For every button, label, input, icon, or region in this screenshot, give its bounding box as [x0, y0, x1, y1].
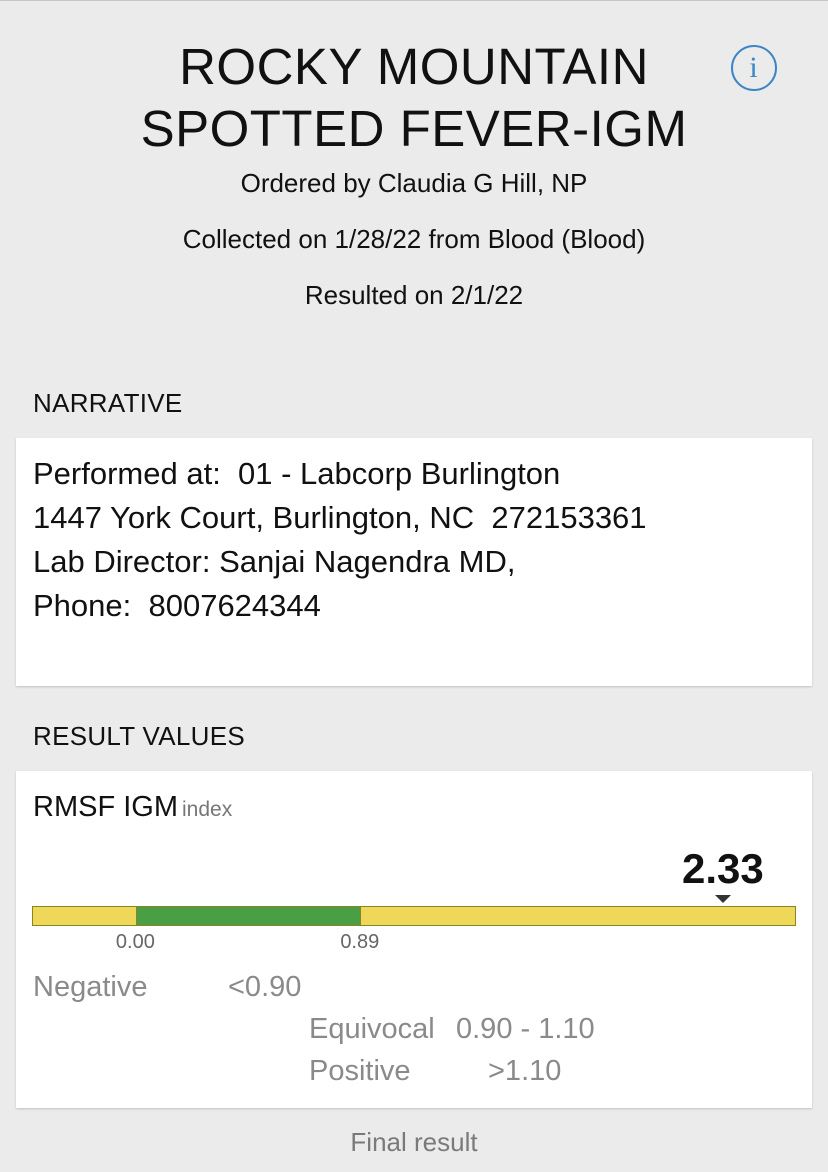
reference-range-bar: [32, 906, 796, 926]
info-icon-glyph: i: [749, 51, 757, 84]
page-title: ROCKY MOUNTAIN SPOTTED FEVER-IGM: [100, 36, 728, 160]
narrative-line: Phone: 8007624344: [33, 588, 321, 623]
reference-positive-value: >1.10: [488, 1055, 562, 1087]
narrative-line: Lab Director: Sanjai Nagendra MD,: [33, 544, 516, 579]
value-marker-icon: [714, 895, 731, 903]
collected-info: Collected on 1/28/22 from Blood (Blood): [182, 224, 646, 254]
title-line-1: ROCKY MOUNTAIN: [179, 38, 649, 95]
component-row: RMSF IGM index: [33, 791, 232, 824]
result-status: Final result: [350, 1127, 478, 1157]
reference-equivocal-label: Equivocal: [309, 1013, 435, 1045]
narrative-card: Performed at: 01 - Labcorp Burlington 14…: [16, 438, 812, 686]
narrative-line: Performed at: 01 - Labcorp Burlington: [33, 456, 561, 491]
info-button[interactable]: i: [731, 45, 777, 91]
reference-equivocal-value: 0.90 - 1.10: [456, 1013, 595, 1045]
result-values-card: RMSF IGM index 2.33 0.00 0.89 Negative <0…: [16, 771, 812, 1108]
ordered-by: Ordered by Claudia G Hill, NP: [240, 168, 588, 198]
top-divider: [0, 0, 828, 1]
resulted-date: Resulted on 2/1/22: [304, 280, 524, 310]
result-values-section-label: RESULT VALUES: [33, 721, 245, 751]
range-low-label: 0.00: [115, 931, 155, 953]
component-name: RMSF IGM: [33, 791, 178, 823]
info-icon: i: [749, 51, 757, 84]
narrative-line: 1447 York Court, Burlington, NC 27215336…: [33, 500, 647, 535]
reference-negative-value: <0.90: [228, 971, 302, 1003]
normal-range-segment: [136, 907, 361, 925]
result-value: 2.33: [682, 845, 764, 892]
reference-positive-label: Positive: [309, 1055, 411, 1087]
reference-negative-label: Negative: [33, 971, 148, 1003]
range-high-label: 0.89: [340, 931, 380, 953]
result-header: ROCKY MOUNTAIN SPOTTED FEVER-IGM i Order…: [0, 0, 828, 340]
narrative-section-label: NARRATIVE: [33, 388, 183, 418]
title-line-2: SPOTTED FEVER-IGM: [140, 100, 688, 157]
component-unit: index: [182, 798, 233, 821]
